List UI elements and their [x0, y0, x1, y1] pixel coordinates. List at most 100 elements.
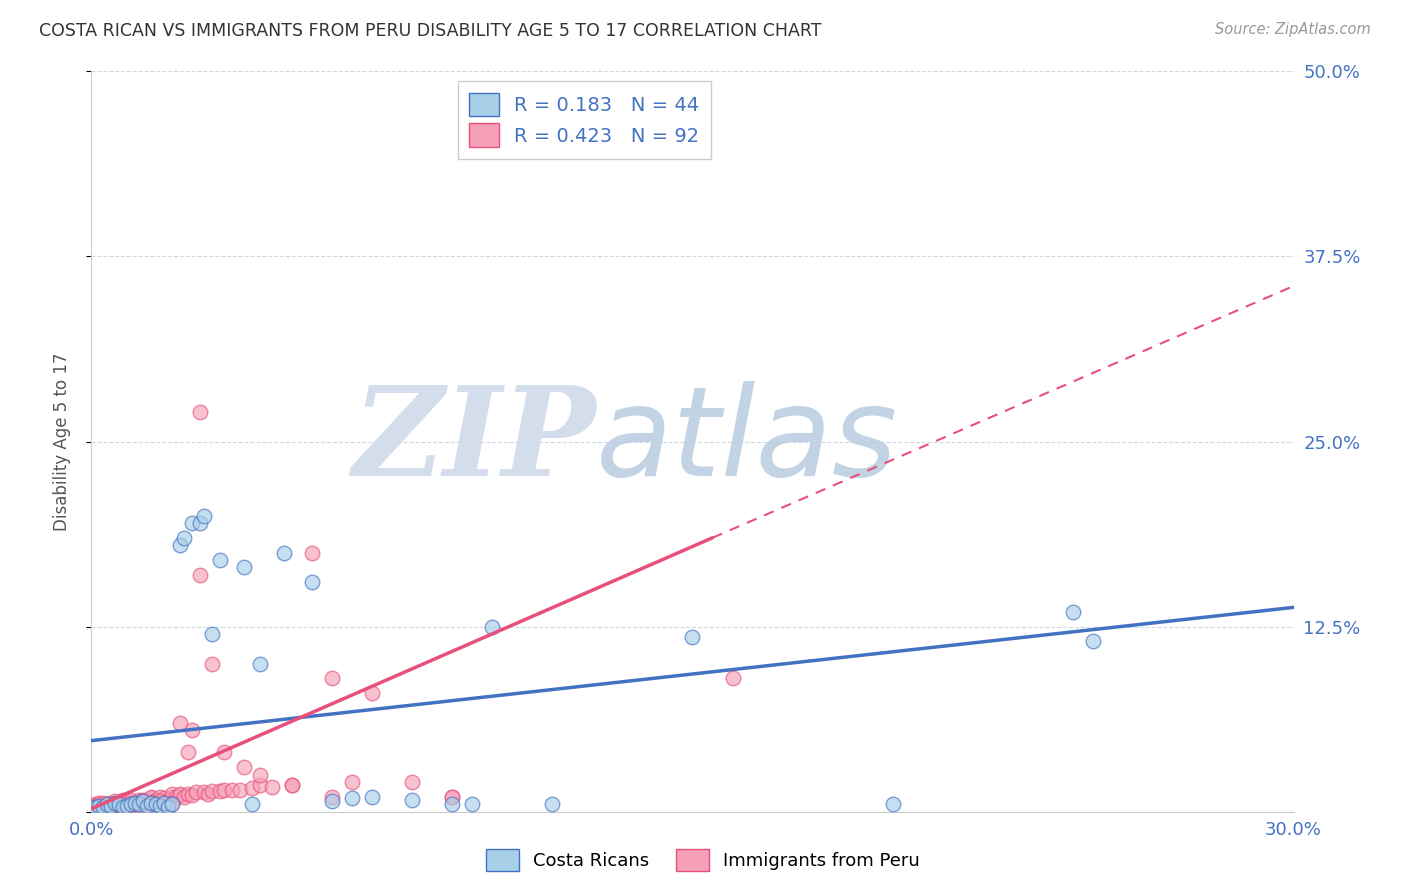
Text: COSTA RICAN VS IMMIGRANTS FROM PERU DISABILITY AGE 5 TO 17 CORRELATION CHART: COSTA RICAN VS IMMIGRANTS FROM PERU DISA…: [39, 22, 823, 40]
Point: [108, 797, 131, 812]
Point: [108, 796, 131, 810]
Point: [89, 800, 111, 814]
Point: [121, 793, 143, 807]
Point: [132, 794, 155, 808]
Point: [84, 800, 107, 814]
Point: [228, 782, 250, 797]
Legend: Costa Ricans, Immigrants from Peru: Costa Ricans, Immigrants from Peru: [479, 842, 927, 879]
Point: [221, 782, 243, 797]
Point: [173, 531, 195, 545]
Point: [184, 785, 207, 799]
Point: [212, 782, 235, 797]
Point: [232, 560, 254, 574]
Point: [148, 789, 170, 804]
Point: [100, 798, 122, 813]
Point: [1083, 634, 1105, 648]
Point: [100, 798, 122, 813]
Point: [121, 796, 143, 810]
Point: [360, 686, 382, 700]
Point: [193, 508, 215, 523]
Point: [301, 546, 323, 560]
Point: [249, 657, 271, 671]
Point: [145, 793, 167, 807]
Point: [152, 796, 174, 810]
Point: [132, 794, 155, 808]
Point: [201, 657, 224, 671]
Point: [360, 789, 382, 804]
Point: [152, 796, 174, 810]
Point: [145, 797, 167, 812]
Point: [176, 787, 198, 801]
Point: [96, 797, 118, 812]
Point: [440, 797, 463, 812]
Point: [481, 619, 503, 633]
Point: [132, 793, 155, 807]
Point: [117, 797, 139, 812]
Point: [721, 672, 744, 686]
Point: [180, 723, 202, 738]
Point: [321, 789, 343, 804]
Point: [156, 793, 179, 807]
Point: [169, 789, 191, 803]
Point: [232, 760, 254, 774]
Point: [84, 798, 107, 813]
Point: [117, 797, 139, 812]
Point: [89, 797, 111, 812]
Point: [117, 794, 139, 808]
Point: [84, 800, 107, 814]
Point: [128, 797, 150, 812]
Point: [681, 630, 703, 644]
Point: [188, 405, 211, 419]
Point: [100, 798, 122, 813]
Point: [201, 627, 224, 641]
Point: [112, 800, 135, 814]
Point: [249, 778, 271, 792]
Point: [461, 797, 484, 812]
Point: [121, 798, 143, 813]
Point: [117, 798, 139, 813]
Point: [124, 796, 146, 810]
Point: [93, 800, 115, 814]
Point: [165, 789, 187, 804]
Point: [96, 797, 118, 812]
Point: [89, 798, 111, 813]
Point: [160, 789, 183, 804]
Point: [84, 800, 107, 814]
Point: [173, 789, 195, 804]
Point: [96, 797, 118, 812]
Point: [141, 789, 163, 804]
Point: [260, 780, 283, 794]
Point: [340, 775, 363, 789]
Point: [281, 778, 304, 792]
Point: [160, 787, 183, 801]
Point: [136, 793, 159, 807]
Point: [169, 538, 191, 552]
Legend: R = 0.183   N = 44, R = 0.423   N = 92: R = 0.183 N = 44, R = 0.423 N = 92: [458, 81, 711, 159]
Point: [180, 789, 202, 803]
Point: [401, 793, 423, 807]
Point: [112, 793, 135, 807]
Point: [93, 798, 115, 813]
Point: [93, 796, 115, 810]
Point: [340, 791, 363, 805]
Point: [440, 789, 463, 804]
Point: [193, 785, 215, 799]
Point: [1062, 605, 1084, 619]
Point: [249, 767, 271, 781]
Point: [141, 796, 163, 810]
Point: [169, 787, 191, 801]
Point: [152, 791, 174, 805]
Y-axis label: Disability Age 5 to 17: Disability Age 5 to 17: [52, 352, 70, 531]
Point: [128, 797, 150, 812]
Point: [104, 796, 127, 810]
Point: [197, 787, 219, 801]
Point: [108, 798, 131, 813]
Point: [281, 778, 304, 792]
Point: [201, 784, 224, 798]
Point: [124, 796, 146, 810]
Point: [136, 798, 159, 813]
Point: [156, 797, 179, 812]
Point: [160, 797, 183, 812]
Point: [93, 800, 115, 814]
Point: [148, 798, 170, 813]
